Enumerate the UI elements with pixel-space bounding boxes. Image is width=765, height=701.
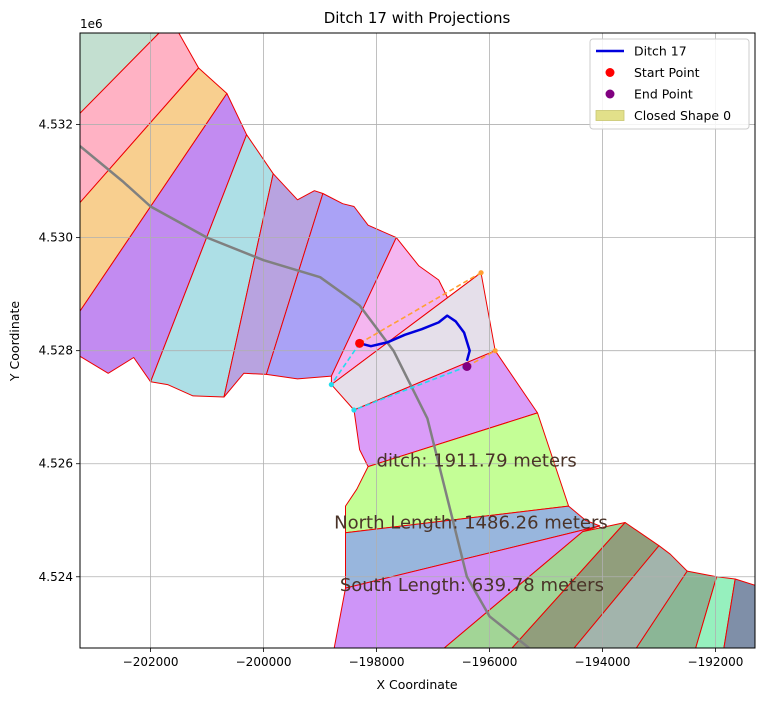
annotation-0: ditch: 1911.79 meters (377, 451, 577, 472)
annotation-1: North Length: 1486.26 meters (334, 513, 608, 534)
field-polygon-5 (223, 173, 324, 398)
projection-line-3 (353, 365, 468, 411)
legend-swatch-1 (605, 68, 615, 77)
x-tick-label-4: −194000 (575, 655, 631, 669)
legend: Ditch 17 Start Point End Point Closed Shape… (589, 38, 750, 130)
legend-label-2: End Point (634, 87, 693, 102)
annotation-2: South Length: 639.78 meters (340, 575, 604, 596)
field-polygon-18 (723, 578, 755, 648)
plot-area (80, 33, 755, 648)
x-tick-label-5: −192000 (688, 655, 744, 669)
x-axis-title: X Coordinate (376, 677, 457, 692)
x-tick-label-1: −200000 (236, 655, 292, 669)
x-tick-label-2: −198000 (349, 655, 405, 669)
y-axis-ticks: 4.524 4.526 4.528 4.530 4.532 (39, 118, 80, 584)
annotation-layer: ditch: 1911.79 meters North Length: 1486.… (334, 451, 608, 596)
point-layer (355, 338, 472, 372)
projection-end-1 (492, 348, 498, 354)
legend-label-3: Closed Shape 0 (634, 108, 731, 123)
legend-swatch-2 (605, 89, 615, 99)
y-tick-label-1: 4.526 (39, 457, 73, 471)
x-tick-label-0: −202000 (123, 655, 179, 669)
legend-label-1: Start Point (634, 65, 700, 80)
x-axis-ticks: −202000 −200000 −198000 −196000 −194000 −1920… (123, 648, 744, 669)
end-point (462, 362, 472, 372)
y-offset-label: 1e6 (80, 17, 103, 31)
start-point (355, 338, 365, 348)
ditch-line-0 (359, 314, 471, 362)
y-tick-label-0: 4.524 (39, 570, 73, 584)
field-polygon-11 (345, 505, 601, 589)
y-tick-label-3: 4.530 (39, 231, 73, 245)
y-tick-label-2: 4.528 (39, 344, 73, 358)
projection-line-2 (330, 342, 361, 386)
legend-box (589, 38, 750, 130)
plot-frame (79, 32, 756, 649)
projection-end-0 (478, 270, 484, 276)
grid-lines (80, 33, 755, 648)
y-tick-label-4: 4.532 (39, 118, 73, 132)
legend-label-0: Ditch 17 (634, 44, 687, 59)
field-polygon-1 (80, 33, 200, 204)
projection-end-2 (328, 381, 334, 388)
x-tick-label-3: −196000 (462, 655, 518, 669)
projection-line-1 (466, 349, 496, 368)
projection-layer (328, 270, 498, 413)
projection-end-3 (351, 407, 357, 413)
legend-swatch-3 (595, 110, 625, 121)
centerline (80, 145, 530, 648)
y-axis-title: Y Coordinate (7, 301, 22, 382)
series-layer (359, 314, 471, 362)
centerline-layer (80, 145, 530, 648)
chart-title: Ditch 17 with Projections (324, 9, 511, 27)
